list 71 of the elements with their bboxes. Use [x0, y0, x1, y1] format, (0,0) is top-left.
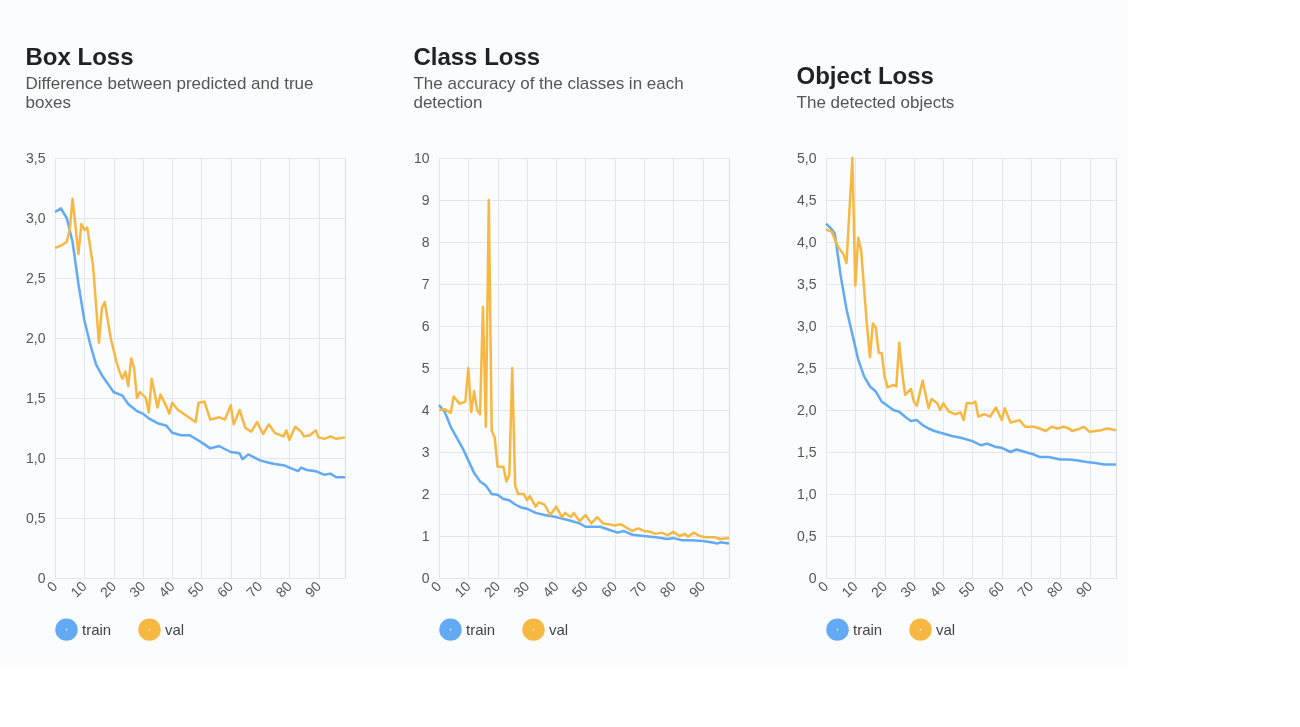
y-tick-label: 0,5	[797, 527, 817, 544]
y-tick-label: 1,0	[26, 449, 46, 466]
x-tick-label: 10	[838, 577, 861, 601]
y-tick-label: 3	[421, 443, 430, 460]
x-tick-label: 40	[155, 577, 178, 601]
x-tick-label: 60	[597, 577, 621, 601]
chart-subtitle: The detected objects	[796, 93, 955, 112]
x-tick-label: 20	[480, 577, 504, 601]
y-tick-label: 4,5	[797, 191, 817, 208]
x-tick-label: 50	[568, 577, 592, 601]
x-tick-label: 90	[1072, 577, 1096, 601]
chart-subtitle: Difference between predicted and true boxes	[25, 74, 314, 112]
x-tick-label: 90	[685, 577, 709, 601]
x-tick-label: 70	[243, 577, 266, 601]
y-tick-label: 4,0	[797, 233, 817, 250]
y-tick-label: 5,0	[797, 149, 817, 166]
y-tick-label: 3,5	[797, 275, 817, 292]
x-tick-label: 10	[451, 577, 474, 601]
line-series	[437, 198, 731, 541]
chart-title: Class Loss	[413, 43, 541, 70]
y-tick-label: 9	[421, 191, 430, 208]
y-tick-label: 2,5	[26, 269, 46, 286]
y-tick-label: 2	[421, 485, 430, 502]
legend-label: train	[82, 620, 112, 638]
line-series	[824, 222, 1118, 466]
y-tick-label: 2,0	[797, 401, 817, 418]
y-tick-label: 2,0	[26, 329, 46, 346]
y-tick-label: 3,5	[26, 149, 46, 166]
y-tick-label: 1,5	[797, 443, 817, 460]
y-tick-label: 1,5	[26, 389, 46, 406]
x-tick-label: 60	[984, 577, 1008, 601]
x-tick-label: 70	[1014, 577, 1037, 601]
x-tick-label: 20	[96, 577, 120, 601]
x-tick-label: 80	[656, 577, 679, 601]
x-tick-label: 50	[184, 577, 208, 601]
x-tick-label: 70	[627, 577, 650, 601]
x-tick-label: 40	[926, 577, 949, 601]
y-tick-label: 6	[421, 317, 430, 334]
legend-label: val	[936, 620, 956, 638]
x-tick-label: 20	[867, 577, 891, 601]
x-tick-label: 30	[510, 577, 533, 601]
y-tick-label: 2,5	[797, 359, 817, 376]
x-tick-label: 10	[67, 577, 90, 601]
x-tick-label: 30	[126, 577, 149, 601]
y-tick-label: 4	[421, 401, 430, 418]
chart-subtitle: The accuracy of the classes in each detection	[413, 74, 684, 112]
x-tick-label: 30	[897, 577, 920, 601]
y-tick-label: 8	[421, 233, 430, 250]
legend-label: val	[549, 620, 569, 638]
line-series	[437, 403, 731, 545]
x-tick-label: 60	[213, 577, 237, 601]
y-tick-label: 1,0	[797, 485, 817, 502]
x-tick-label: 80	[1043, 577, 1066, 601]
x-tick-label: 90	[301, 577, 325, 601]
chart-title: Object Loss	[796, 62, 934, 89]
chart-title: Box Loss	[25, 43, 134, 70]
y-tick-label: 5	[421, 359, 430, 376]
y-tick-label: 7	[421, 275, 430, 292]
legend-label: train	[853, 620, 883, 638]
line-series	[53, 197, 347, 442]
y-tick-label: 3,0	[797, 317, 817, 334]
y-tick-label: 3,0	[26, 209, 46, 226]
legend-label: train	[466, 620, 496, 638]
line-series	[53, 207, 347, 479]
x-tick-label: 40	[539, 577, 562, 601]
legend-label: val	[165, 620, 185, 638]
x-tick-label: 50	[955, 577, 979, 601]
x-tick-label: 80	[272, 577, 295, 601]
y-tick-label: 10	[413, 149, 430, 166]
y-tick-label: 1	[421, 527, 430, 544]
y-tick-label: 0,5	[26, 509, 46, 526]
